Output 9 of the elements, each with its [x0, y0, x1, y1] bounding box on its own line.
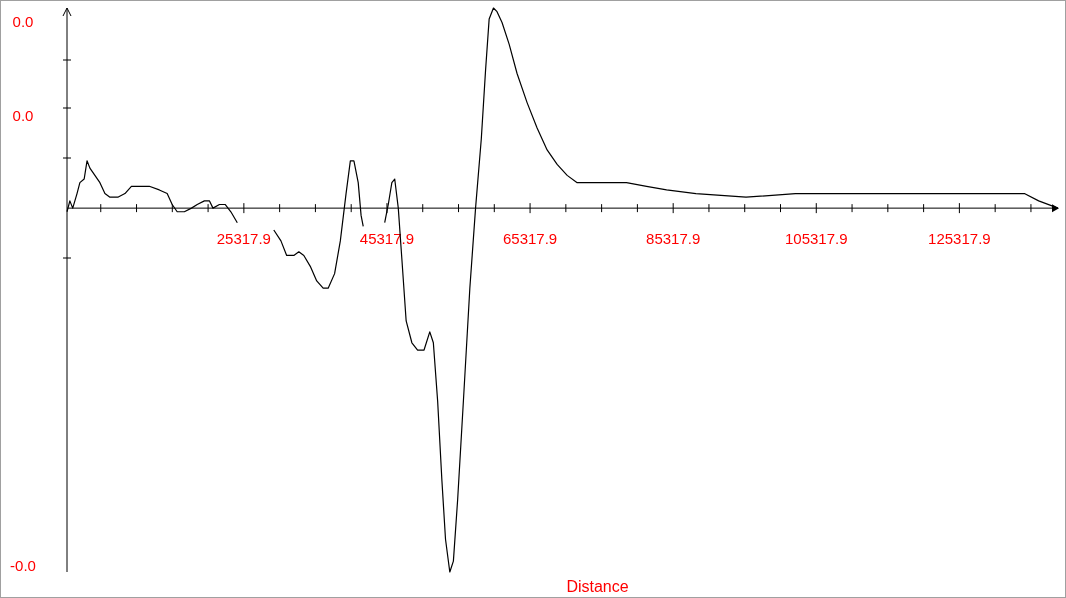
text: 0.0: [12, 13, 34, 31]
text: 0.0: [12, 107, 34, 125]
x-tick-label: 125317.9: [928, 230, 991, 248]
x-tick-label: 65317.9: [502, 230, 558, 248]
text: -0.0: [10, 557, 36, 575]
x-tick-label: 105317.9: [784, 230, 848, 248]
x-axis-title: Distance: [566, 578, 629, 595]
x-tick-label: 85317.9: [646, 230, 701, 248]
x-tick-label: 25317.9: [216, 230, 271, 248]
